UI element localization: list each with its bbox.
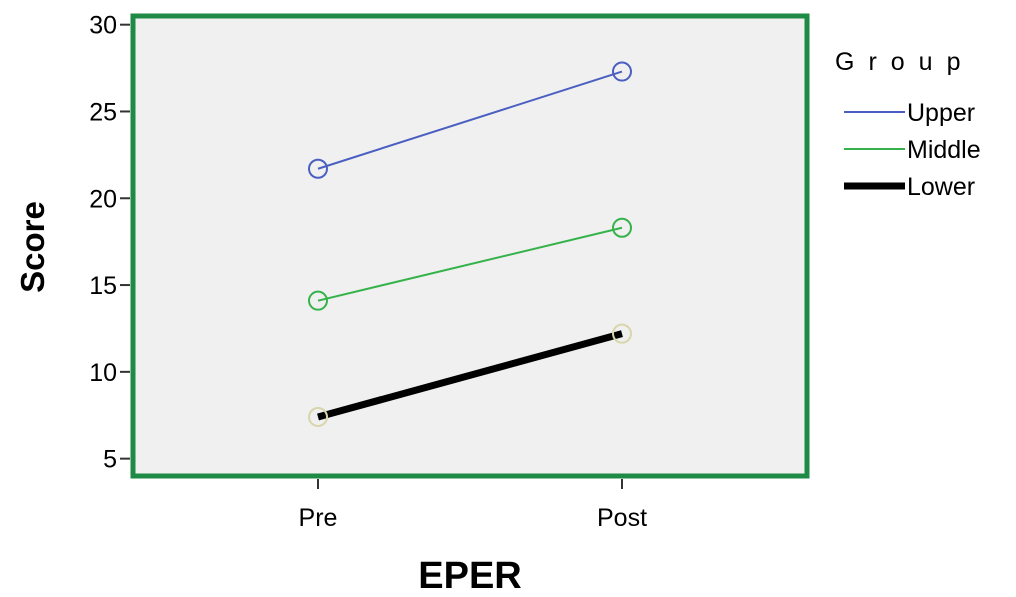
data-point [612,217,632,238]
y-tick-label: 10 [89,359,117,387]
data-point [612,61,632,82]
data-point [308,158,328,179]
series-line [317,70,623,170]
legend: Group Upper Middle Lower [835,48,981,201]
series-line [317,226,623,302]
data-point [308,290,328,311]
legend-label: Middle [907,136,981,164]
x-tick-label: Pre [299,504,338,532]
series-lower [308,323,632,427]
y-tick-label: 5 [103,446,117,474]
series-upper [308,61,632,179]
legend-label: Lower [907,173,975,201]
x-axis-title: EPER [418,555,521,597]
y-tick-label: 20 [89,185,117,213]
y-tick-label: 15 [89,272,117,300]
y-axis-title: Score [14,201,51,293]
legend-title: Group [835,48,974,76]
y-tick-label: 25 [89,98,117,126]
series-line [317,330,623,421]
data-point [612,323,632,344]
series-middle [308,217,632,311]
series-layer [308,61,632,427]
legend-label: Upper [907,99,975,127]
x-axis: Pre Post [299,479,647,532]
y-tick-label: 30 [89,12,117,40]
y-axis: 5 10 15 20 25 30 [89,12,130,474]
x-tick-label: Post [597,504,647,532]
data-point [308,406,328,427]
plot-area [130,13,810,479]
